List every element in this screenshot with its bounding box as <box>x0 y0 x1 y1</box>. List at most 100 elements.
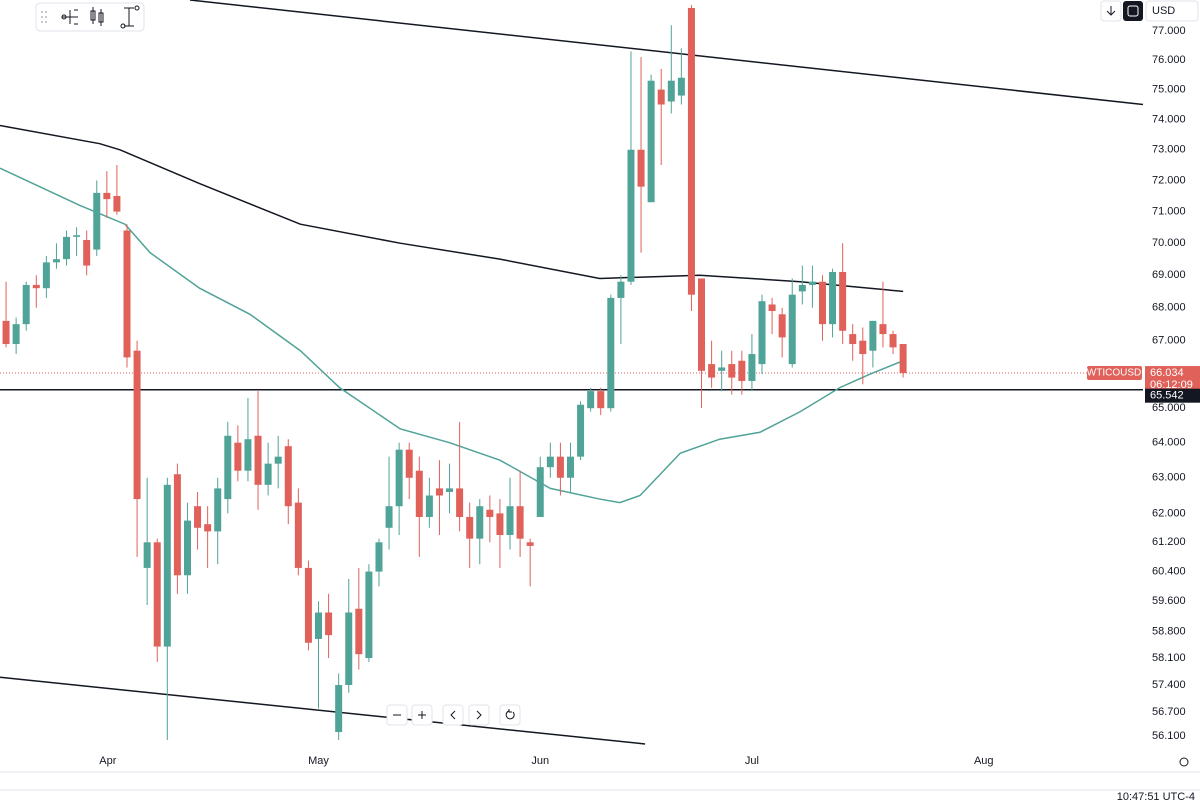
candle-body <box>294 502 302 568</box>
candle-body <box>365 571 373 659</box>
countdown-label: 06:12:09 <box>1150 379 1193 391</box>
y-tick-label: 60.400 <box>1152 565 1186 577</box>
candle-body <box>546 456 554 468</box>
y-tick-label: 58.800 <box>1152 625 1186 637</box>
candle-body <box>788 294 796 365</box>
candle-body <box>748 354 756 381</box>
settings-icon[interactable] <box>1179 757 1189 767</box>
candle-body <box>123 230 131 358</box>
candle-body <box>808 281 816 285</box>
candle-body <box>345 612 353 686</box>
candle-body <box>496 513 504 536</box>
left-icon <box>450 710 456 720</box>
candle-body <box>143 542 151 568</box>
trend-line <box>189 0 1144 106</box>
candle-body <box>778 314 786 338</box>
candle-body <box>304 567 312 643</box>
y-tick-label: 70.000 <box>1152 237 1186 249</box>
candle-body <box>325 612 333 636</box>
candle-body <box>476 506 484 539</box>
symbol-label-box <box>1087 366 1142 381</box>
reset-button[interactable] <box>499 704 521 726</box>
y-tick-label: 62.000 <box>1152 507 1186 519</box>
candle-body <box>214 488 222 532</box>
button[interactable] <box>1123 1 1143 21</box>
candle-body <box>637 149 645 187</box>
candle-body <box>698 278 706 371</box>
candle-body <box>264 463 272 485</box>
y-tick-label: 71.000 <box>1152 206 1186 218</box>
scale-buttons[interactable]: USD <box>1100 0 1199 22</box>
y-tick-label: 65.000 <box>1152 402 1186 414</box>
y-tick-label: 73.000 <box>1152 144 1186 156</box>
candle-body <box>395 449 403 507</box>
y-tick-label: 57.400 <box>1152 679 1186 691</box>
candle-body <box>22 284 30 325</box>
candle-body <box>355 608 363 655</box>
candle-body <box>375 542 383 572</box>
scroll-left-button[interactable] <box>442 704 464 726</box>
last-price-label: 66.034 <box>1150 367 1184 379</box>
x-tick-label: Jul <box>745 755 759 767</box>
zoom-controls[interactable] <box>386 704 521 726</box>
candle-body <box>52 259 60 263</box>
x-tick-label: Aug <box>974 755 994 767</box>
candle-body <box>466 516 474 539</box>
currency: USD <box>1152 5 1175 17</box>
reset-icon <box>505 709 515 720</box>
candle-body <box>42 262 50 289</box>
tool-icon[interactable] <box>120 5 140 29</box>
y-tick-label: 56.700 <box>1152 706 1186 718</box>
candle-body <box>677 77 685 96</box>
plus-icon <box>418 711 426 719</box>
candle-body <box>224 435 232 500</box>
candle-body <box>617 281 625 298</box>
candle-body <box>12 324 20 345</box>
candle-body <box>708 364 716 378</box>
candle-body <box>446 488 454 492</box>
scroll-right-button[interactable] <box>468 704 490 726</box>
tool-icon[interactable] <box>61 9 78 25</box>
y-tick-label: 76.000 <box>1152 54 1186 66</box>
candle-body <box>405 449 413 478</box>
candle-body <box>153 542 161 647</box>
candle-body <box>687 7 695 295</box>
candle-body <box>204 524 212 532</box>
candle-body <box>577 404 585 457</box>
candle-body <box>839 272 847 331</box>
candle-body <box>486 509 494 517</box>
candle-body <box>647 80 655 203</box>
right-icon <box>476 710 482 720</box>
candle-body <box>83 240 91 266</box>
symbol-label: WTICOUSD <box>1087 368 1141 379</box>
candle-body <box>435 488 443 496</box>
candle-body <box>556 456 564 478</box>
candle-body <box>113 195 121 212</box>
candle-body <box>627 149 635 282</box>
candle-body <box>516 506 524 539</box>
y-tick-label: 59.600 <box>1152 595 1186 607</box>
candle-body <box>194 506 202 528</box>
candle-body <box>2 320 10 345</box>
candle-body <box>526 542 534 546</box>
candle-body <box>335 685 343 733</box>
y-tick-label: 75.000 <box>1152 84 1186 96</box>
clock: 10:47:51 UTC-4 <box>1117 791 1195 803</box>
y-tick-label: 67.000 <box>1152 335 1186 347</box>
candle-body <box>798 284 806 292</box>
trend-line <box>0 676 646 745</box>
currency-button[interactable] <box>1145 0 1199 22</box>
candle-body <box>183 520 191 576</box>
tool-icon[interactable] <box>90 7 104 26</box>
candle-body <box>315 612 323 639</box>
candle-body <box>738 360 746 381</box>
candle-body <box>425 495 433 517</box>
candle-body <box>73 235 81 237</box>
y-tick-label: 69.000 <box>1152 269 1186 281</box>
toolbar-box <box>35 2 145 32</box>
down-arrow-icon <box>1106 6 1116 16</box>
candle-body <box>566 456 574 478</box>
drawing-toolbar[interactable] <box>35 2 145 32</box>
